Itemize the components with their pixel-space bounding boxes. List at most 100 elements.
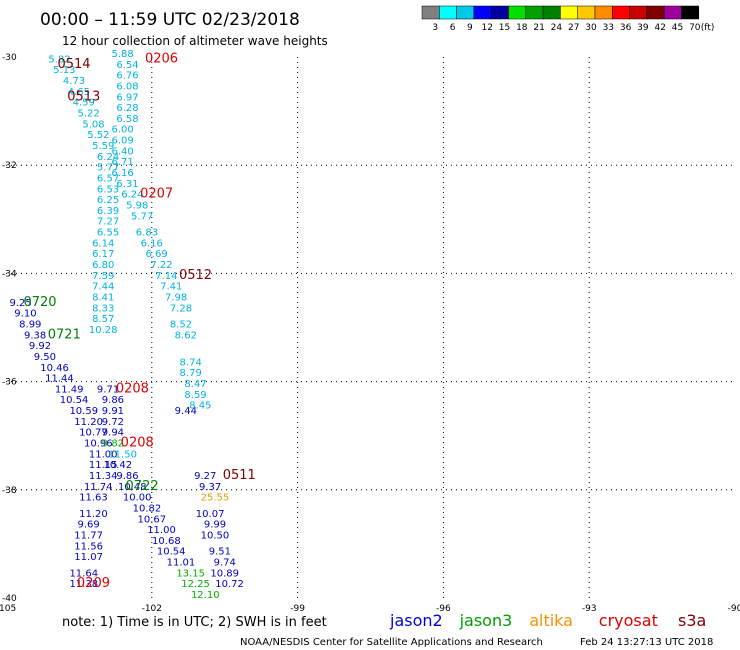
data-label-cryosat: 8.79 (180, 368, 202, 379)
data-label-cryosat: 6.31 (116, 179, 138, 190)
data-label-cryosat: 6.24 (121, 190, 143, 201)
data-label-cryosat: 5.98 (126, 200, 148, 211)
data-label-cryosat: 8.74 (180, 357, 202, 368)
data-label-cryosat: 6.09 (112, 136, 134, 147)
colorbar-label: 3 (432, 23, 438, 33)
data-label-jason2: 11.00 (147, 525, 176, 536)
data-label-cryosat: 7.22 (150, 260, 172, 271)
colorbar-label: 45 (672, 23, 683, 33)
x-tick-label: -93 (582, 604, 597, 614)
data-label-jason2: 11.56 (74, 541, 103, 552)
data-label-jason2: 11.00 (89, 449, 118, 460)
data-label-cryosat: 6.40 (112, 146, 134, 157)
data-label-jason2: 10.89 (210, 568, 239, 579)
data-label-jason2: 9.25 (9, 298, 31, 309)
data-label-jason2: 11.20 (74, 417, 103, 428)
x-tick-label: -102 (142, 604, 162, 614)
colorbar-label: 15 (499, 23, 510, 33)
data-label-jason3: 13.15 (176, 568, 205, 579)
data-label-cryosat: 11.50 (108, 449, 137, 460)
legend-jason3: jason3 (459, 611, 513, 630)
colorbar-swatch (594, 5, 613, 20)
x-tick-label: -105 (0, 604, 16, 614)
footer-timestamp: Feb 24 13:27:13 UTC 2018 (580, 637, 713, 648)
data-label-cryosat: 6.16 (112, 168, 134, 179)
data-label-jason2: 10.50 (201, 530, 230, 541)
pass-label: 0513 (67, 89, 100, 104)
y-tick-label: -36 (2, 378, 17, 388)
y-tick-label: -32 (2, 161, 17, 171)
pass-label: 0722 (126, 479, 159, 494)
data-label-jason2: 11.64 (69, 568, 98, 579)
y-tick-label: -38 (2, 486, 17, 496)
data-label-cryosat: 8.47 (184, 379, 206, 390)
data-label-cryosat: 6.28 (116, 103, 138, 114)
colorbar-label: 39 (637, 23, 649, 33)
data-label-cryosat: 8.41 (92, 292, 114, 303)
colorbar-label: 24 (551, 23, 563, 33)
data-label-cryosat: 5.77 (131, 211, 153, 222)
colorbar-swatch (560, 5, 578, 20)
colorbar-swatch (646, 5, 665, 20)
colorbar-swatch (473, 5, 492, 20)
pass-label: 0206 (145, 51, 178, 66)
data-label-jason2: 10.46 (40, 363, 69, 374)
y-tick-label: -34 (2, 269, 17, 279)
data-label-cryosat: 6.24 (97, 152, 119, 163)
pass-label: 0512 (179, 268, 212, 283)
data-label-jason2: 11.07 (74, 552, 103, 563)
colorbar-label: 18 (516, 23, 528, 33)
data-label-jason2: 11.20 (79, 509, 108, 520)
colorbar-swatch (681, 5, 700, 20)
data-label-cryosat: 6.17 (92, 249, 114, 260)
x-tick-label: -96 (436, 604, 451, 614)
data-label-jason2: 9.69 (77, 520, 99, 531)
data-label-jason2: 9.74 (214, 558, 236, 569)
colorbar-label: 36 (620, 23, 632, 33)
chart-subtitle: 12 hour collection of altimeter wave hei… (62, 34, 328, 48)
data-label-cryosat: 8.33 (92, 303, 114, 314)
colorbar-label: 21 (533, 23, 544, 33)
data-label-jason2: 9.38 (24, 330, 46, 341)
legend-cryosat: cryosat (599, 611, 658, 630)
data-label-jason2: 9.92 (29, 341, 51, 352)
colorbar-label: 30 (585, 23, 597, 33)
data-label-jason2: 9.91 (102, 406, 124, 417)
colorbar-swatch (421, 5, 440, 20)
data-label-cryosat: 5.22 (77, 109, 99, 120)
x-tick-label: -90 (728, 604, 740, 614)
data-label-jason2: 9.99 (204, 520, 226, 531)
data-label-cryosat: 6.54 (116, 60, 138, 71)
data-label-cryosat: 8.45 (189, 401, 211, 412)
data-label-jason2: 9.86 (116, 471, 138, 482)
data-label-cryosat: 8.59 (184, 390, 206, 401)
x-tick-label: -99 (290, 604, 305, 614)
data-label-cryosat: 7.41 (160, 282, 182, 293)
data-label-cryosat: 5.88 (112, 49, 134, 60)
data-label-cryosat: 7.28 (170, 303, 192, 314)
data-label-cryosat: 6.08 (116, 81, 138, 92)
colorbar-swatch (542, 5, 561, 20)
colorbar-unit: (ft) (701, 23, 715, 33)
colorbar-label: 9 (467, 23, 473, 33)
data-label-jason2: 11.63 (79, 493, 108, 504)
axis-ticks: -105 -102 -99 -96 -93 -90 -30 -32 -34 -36 -38 -40 (0, 53, 740, 614)
pass-label: 0208 (116, 381, 149, 396)
data-label-jason2: 8.99 (19, 320, 41, 331)
colorbar-swatch (439, 5, 457, 20)
pass-label: 0721 (48, 327, 81, 342)
data-label-jason3: 12.25 (181, 579, 210, 590)
pass-label: 0207 (140, 187, 173, 202)
data-label-jason2: 9.71 (97, 384, 119, 395)
colorbar-label: 12 (481, 23, 492, 33)
data-label-cryosat: 6.71 (112, 157, 134, 168)
colorbar-label: 27 (568, 23, 579, 33)
pass-label: 0208 (121, 436, 154, 451)
data-label-cryosat: 4.59 (73, 98, 95, 109)
data-label-jason2: 11.49 (55, 384, 84, 395)
data-label-cryosat: 5.13 (53, 65, 75, 76)
data-label-jason3: 9.82 (102, 439, 124, 450)
data-label-cryosat: 7.44 (92, 282, 114, 293)
data-label-cryosat: 6.80 (92, 260, 114, 271)
